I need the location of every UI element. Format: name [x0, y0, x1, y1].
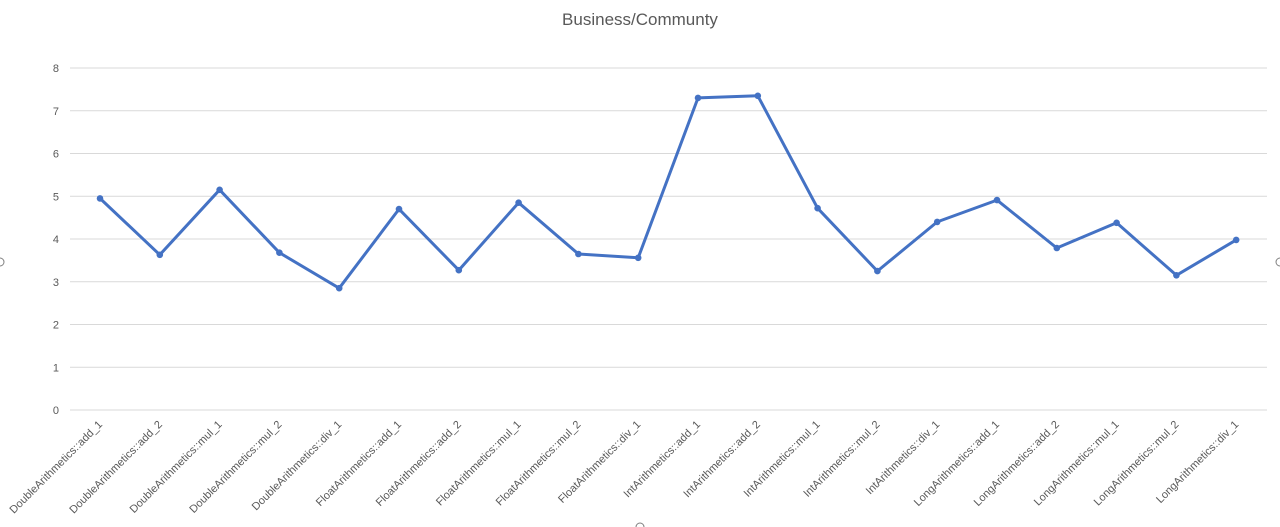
y-tick-label: 0 [53, 405, 59, 417]
data-point[interactable] [276, 249, 283, 256]
data-point[interactable] [874, 267, 881, 275]
selection-handles[interactable] [0, 257, 1280, 527]
data-point[interactable] [933, 218, 941, 226]
selection-handle-right[interactable] [1275, 257, 1280, 267]
data-point[interactable] [1232, 236, 1240, 244]
x-tick-label: DoubleArithmetics::add_1 [8, 419, 106, 517]
y-tick-label: 6 [53, 149, 59, 161]
y-tick-label: 8 [53, 63, 59, 75]
y-axis-ticks: 0 1 2 3 4 5 6 7 8 [53, 63, 59, 417]
data-point[interactable] [156, 251, 164, 259]
data-point[interactable] [634, 254, 642, 262]
data-point[interactable] [1113, 219, 1120, 227]
y-tick-label: 4 [53, 234, 59, 246]
y-tick-label: 2 [53, 320, 59, 332]
data-point[interactable] [455, 266, 463, 274]
data-point[interactable] [395, 205, 403, 213]
y-tick-label: 7 [53, 106, 59, 118]
data-point[interactable] [1053, 244, 1061, 252]
y-tick-label: 5 [53, 191, 59, 203]
x-axis-ticks: DoubleArithmetics::add_1DoubleArithmetic… [8, 419, 1242, 517]
data-point[interactable] [814, 204, 821, 212]
data-point[interactable] [515, 199, 522, 206]
series-layer [96, 92, 1240, 292]
chart-title: Business/Communty [562, 10, 718, 29]
data-point[interactable] [1173, 272, 1180, 279]
y-tick-label: 3 [53, 277, 59, 289]
selection-handle-bottom[interactable] [635, 522, 645, 527]
gridlines [70, 67, 1267, 411]
data-point[interactable] [754, 92, 762, 100]
data-point[interactable] [575, 250, 582, 258]
data-point[interactable] [694, 94, 702, 102]
series-line [98, 94, 1238, 290]
data-point[interactable] [216, 186, 223, 194]
data-point[interactable] [96, 195, 104, 202]
selection-handle-left[interactable] [0, 257, 5, 267]
data-point[interactable] [335, 284, 343, 292]
data-point[interactable] [993, 196, 1001, 204]
y-tick-label: 1 [53, 362, 59, 374]
